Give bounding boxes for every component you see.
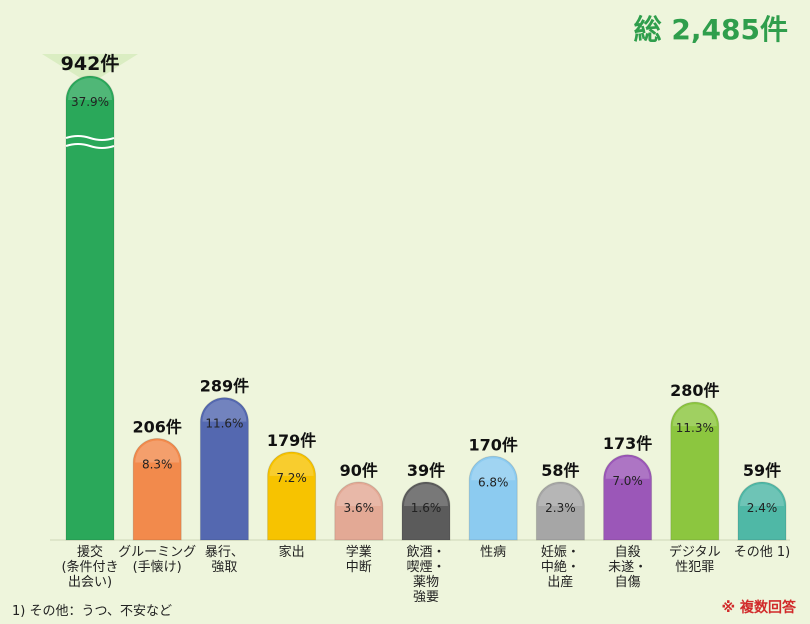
- category-label-5: 飲酒・ 喫煙・ 薬物 強要: [406, 545, 446, 605]
- bar-10: [737, 481, 787, 541]
- bar-cap-2: [202, 399, 247, 422]
- bar-2: [199, 397, 249, 541]
- value-label-8: 173件: [603, 434, 652, 453]
- bar-9: [670, 401, 720, 541]
- bar-cap-6: [471, 458, 516, 481]
- category-label-9: デジタル 性犯罪: [668, 545, 721, 575]
- axis-break-mark-0: [65, 135, 115, 141]
- bar-cap-7: [538, 484, 583, 506]
- percent-label-1: 8.3%: [142, 458, 173, 472]
- top-bar-highlight: [42, 54, 138, 84]
- bar-0: [65, 75, 115, 541]
- category-label-4: 学業 中断: [345, 545, 372, 575]
- percent-label-8: 7.0%: [612, 474, 643, 488]
- value-label-9: 280件: [670, 381, 719, 400]
- bar-7: [535, 481, 585, 541]
- category-label-7: 妊娠・ 中絶・ 出産: [540, 545, 580, 590]
- bar-4: [334, 481, 384, 541]
- bar-cap-5: [404, 484, 448, 506]
- bar-1: [132, 438, 182, 541]
- bar-3: [267, 451, 317, 541]
- category-label-10: その他 1): [733, 545, 791, 560]
- multiple-answer-note: ※ 複数回答: [721, 600, 796, 616]
- bar-cap-9: [672, 404, 717, 427]
- value-label-4: 90件: [340, 461, 378, 480]
- bar-cap-8: [605, 456, 650, 479]
- percent-label-4: 3.6%: [344, 501, 375, 515]
- category-label-8: 自殺 未遂・ 自傷: [608, 545, 648, 590]
- bar-6: [468, 455, 518, 541]
- percent-label-7: 2.3%: [545, 501, 576, 515]
- footnote: 1) その他：うつ、不安など: [12, 604, 172, 619]
- value-label-6: 170件: [468, 435, 517, 454]
- percent-label-10: 2.4%: [747, 501, 778, 515]
- axis-break-mark-1: [65, 143, 115, 149]
- category-label-6: 性病: [480, 545, 507, 560]
- bar-cap-10: [740, 484, 784, 506]
- bar-cap-3: [269, 453, 314, 476]
- value-label-2: 289件: [200, 377, 249, 396]
- percent-label-0: 37.9%: [71, 95, 109, 109]
- percent-label-9: 11.3%: [676, 421, 714, 435]
- bar-cap-1: [135, 440, 180, 463]
- value-label-7: 58件: [541, 461, 579, 480]
- value-label-5: 39件: [407, 461, 445, 480]
- bar-cap-0: [68, 78, 112, 100]
- value-label-0: 942件: [61, 52, 120, 75]
- percent-label-2: 11.6%: [205, 417, 243, 431]
- bar-5: [401, 481, 451, 541]
- category-label-0: 援交 (条件付き 出会い): [61, 545, 119, 590]
- value-label-1: 206件: [132, 418, 181, 437]
- category-label-3: 家出: [278, 545, 305, 560]
- value-label-10: 59件: [743, 461, 781, 480]
- bar-cap-4: [336, 484, 381, 506]
- bar-8: [603, 454, 653, 541]
- value-label-3: 179件: [267, 431, 316, 450]
- category-label-1: グルーミング (手懐け): [118, 545, 197, 575]
- total-count-label: 総 2,485件: [633, 13, 788, 46]
- percent-label-5: 1.6%: [411, 501, 442, 515]
- percent-label-6: 6.8%: [478, 475, 509, 489]
- percent-label-3: 7.2%: [276, 471, 307, 485]
- category-label-2: 暴行、 強取: [204, 545, 244, 575]
